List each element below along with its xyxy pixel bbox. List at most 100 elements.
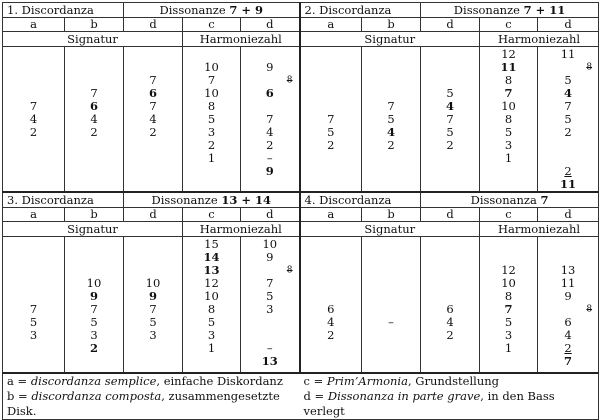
figure: 5: [207, 315, 216, 329]
figure: 3: [504, 138, 513, 152]
col-label: d: [537, 207, 600, 222]
figure: 1: [207, 151, 216, 165]
figure: 7: [207, 73, 216, 87]
dissonance-heading: Dissonanza 7: [420, 191, 600, 208]
figure: 7: [90, 86, 98, 100]
figure: 2: [564, 164, 572, 178]
figure: 7: [564, 99, 572, 113]
figure-column: 9 8 6 7 4 2 – 9: [239, 46, 301, 193]
figure: 6: [564, 315, 572, 329]
legend-b: b = discordanza composta, zusammengesetz…: [1, 389, 300, 420]
figure: 10: [501, 99, 516, 113]
group-label-row: Signatur Harmoniezahl Signatur Harmoniez…: [2, 221, 600, 237]
figures-row: 7 4 2 7 6 4 2 7 6 7 4 2 10 7 10 8 5: [2, 46, 600, 193]
figure: 8: [207, 99, 216, 113]
figure-column: 7 4 2: [2, 46, 65, 193]
harmoniezahl-label: Harmoniezahl: [181, 31, 301, 47]
figure: 3: [207, 125, 216, 139]
figure: 5: [504, 315, 513, 329]
col-label: d: [239, 17, 301, 32]
figure: 8: [286, 265, 293, 276]
figure: 7: [266, 276, 274, 290]
figure: 9: [148, 289, 157, 303]
figure: 7: [446, 112, 454, 126]
figure: 5: [564, 112, 572, 126]
figure-column: 5 4 7 5 2: [420, 46, 481, 193]
figure: 3: [29, 328, 38, 342]
figure: 4: [90, 112, 98, 126]
figure: 3: [207, 328, 216, 342]
figure: 10: [204, 86, 219, 100]
figure-column: 12 11 8 7 10 8 5 3 1: [479, 46, 539, 193]
figure: 5: [266, 289, 274, 303]
figure: 1: [504, 151, 513, 165]
figure: 8: [286, 75, 293, 86]
figure: –: [266, 151, 273, 165]
figure: 11: [560, 47, 576, 61]
figure: 7: [29, 99, 38, 113]
figure: 14: [203, 250, 220, 264]
figure: 4: [446, 315, 454, 329]
figure-column: –: [361, 236, 422, 374]
figure: 8: [504, 289, 513, 303]
figure: 7: [504, 302, 513, 316]
figure: 9: [89, 289, 98, 303]
figure: 2: [327, 138, 335, 152]
figure: 7: [387, 99, 395, 113]
figure: 2: [89, 341, 98, 355]
dissonance-heading: Dissonanze 7 + 9: [122, 2, 301, 18]
column-letter-row: a b d c d a b d c d: [2, 17, 600, 32]
figure-column: 6 4 2: [298, 236, 363, 374]
figure: 8: [504, 112, 513, 126]
legend-d: d = Dissonanza in parte grave, in den Ba…: [299, 389, 600, 420]
figure: 10: [204, 60, 219, 74]
figure: 13: [560, 263, 576, 277]
figure: 12: [204, 276, 219, 290]
figure: 4: [564, 328, 572, 342]
figures-row: 7 5 3 10 9 7 5 3 2 10 9 7 5 3 15 14 13: [2, 236, 600, 374]
section-header-row: 1. Discordanza Dissonanze 7 + 9 2. Disco…: [2, 2, 600, 18]
figure: 8: [504, 73, 513, 87]
figure: 6: [148, 86, 157, 100]
section-title: 1. Discordanza: [2, 2, 124, 18]
figure: 4: [446, 99, 455, 113]
figure: 5: [90, 315, 98, 329]
col-label: c: [182, 207, 241, 222]
figure: 7: [29, 302, 38, 316]
figure: 7: [564, 354, 573, 368]
figure: 3: [504, 328, 513, 342]
figure: 9: [266, 250, 274, 264]
signatur-label: Signatur: [2, 221, 183, 237]
figure: 6: [446, 302, 454, 316]
figure: 5: [29, 315, 38, 329]
figure: 4: [387, 125, 396, 139]
figure: 8: [586, 62, 593, 73]
figure: –: [388, 315, 394, 329]
col-label: a: [2, 207, 65, 222]
figure: 10: [145, 276, 161, 290]
figure: 2: [446, 138, 454, 152]
figure: 2: [149, 125, 157, 139]
harmoniezahl-label: Harmoniezahl: [479, 221, 600, 237]
figure: 7: [504, 86, 513, 100]
figure: 10: [501, 276, 516, 290]
figure: 11: [500, 60, 517, 74]
figure-column: 10 9 7 5 3: [123, 236, 183, 374]
figure: 2: [446, 328, 454, 342]
signatur-label: Signatur: [2, 31, 183, 47]
col-label: c: [479, 17, 539, 32]
figure: 3: [266, 302, 274, 316]
group-label-row: Signatur Harmoniezahl Signatur Harmoniez…: [2, 31, 600, 47]
figure: 12: [501, 263, 516, 277]
section-header-row: 3. Discordanza Dissonanze 13 + 14 4. Dis…: [2, 191, 600, 208]
figure: 8: [586, 304, 593, 315]
col-label: d: [420, 17, 481, 32]
col-label: d: [537, 17, 600, 32]
figure: 2: [29, 125, 38, 139]
figure-column: 10 7 10 8 5 3 2 1: [182, 46, 241, 193]
figure-column: 15 14 13 12 10 8 5 3 1: [182, 236, 241, 374]
figure: 3: [149, 328, 157, 342]
dissonance-heading: Dissonanze 7 + 11: [420, 2, 600, 18]
figure: 2: [266, 138, 274, 152]
figure-column: 11 8 5 4 7 5 2 2 11: [537, 46, 600, 193]
